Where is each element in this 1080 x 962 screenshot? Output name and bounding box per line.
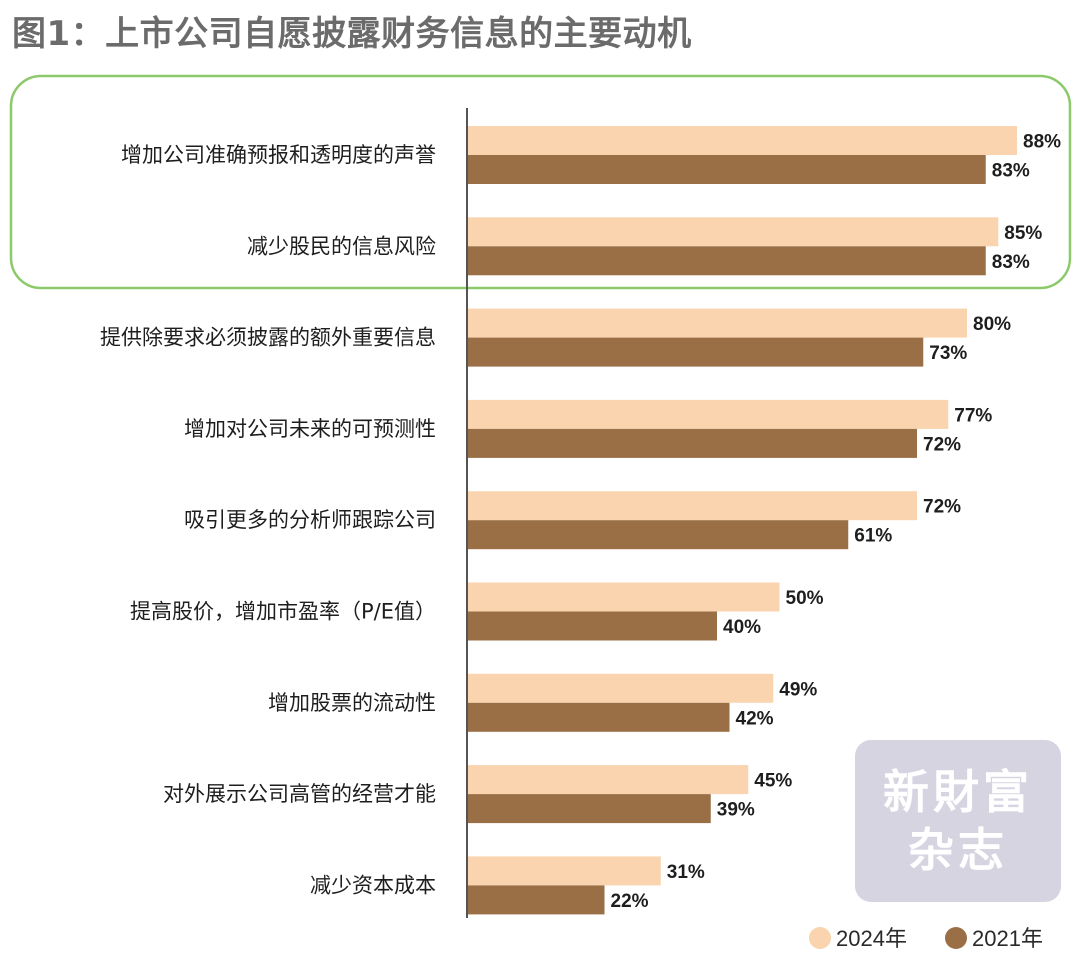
bar-2021-2 <box>467 337 924 367</box>
bar-2021-8 <box>467 885 605 915</box>
value-label-2021-6: 42% <box>736 708 774 729</box>
bar-2021-6 <box>467 702 730 732</box>
bar-2024-2 <box>467 308 967 338</box>
value-label-2024-5: 50% <box>786 588 824 609</box>
watermark-line1: 新財富 <box>883 765 1033 819</box>
category-label-2: 提供除要求必须披露的额外重要信息 <box>100 326 436 350</box>
bar-2024-3 <box>467 399 949 429</box>
value-label-2024-3: 77% <box>954 405 992 426</box>
bar-2024-4 <box>467 491 917 521</box>
value-label-2024-6: 49% <box>779 679 817 700</box>
category-label-6: 增加股票的流动性 <box>268 691 436 715</box>
bar-2024-6 <box>467 673 774 703</box>
value-label-2021-1: 83% <box>992 252 1030 273</box>
category-label-1: 减少股民的信息风险 <box>247 234 436 258</box>
legend-label-2024: 2024年 <box>836 926 907 951</box>
bar-2024-0 <box>467 126 1017 155</box>
value-label-2021-2: 73% <box>929 343 967 364</box>
value-label-2021-5: 40% <box>723 617 761 638</box>
value-label-2024-7: 45% <box>754 771 792 792</box>
value-label-2021-8: 22% <box>611 891 649 912</box>
legend-marker-2021 <box>945 927 967 949</box>
category-label-5: 提高股价，增加市盈率（P/E值） <box>130 600 436 624</box>
category-label-3: 增加对公司未来的可预测性 <box>184 417 436 441</box>
legend-marker-2024 <box>809 927 831 949</box>
bar-2024-1 <box>467 217 999 247</box>
category-label-8: 减少资本成本 <box>310 873 436 897</box>
category-label-0: 增加公司准确预报和透明度的声誉 <box>121 143 436 167</box>
value-label-2024-2: 80% <box>973 314 1011 335</box>
value-label-2024-1: 85% <box>1004 223 1042 244</box>
chart-title: 图1：上市公司自愿披露财务信息的主要动机 <box>12 14 692 54</box>
bar-2024-8 <box>467 856 661 886</box>
bar-2021-5 <box>467 611 717 641</box>
legend: 2024年 2021年 <box>809 926 1043 951</box>
label-group: 88% 83% 增加公司准确预报和透明度的声誉 85% 83% 减少股民的信息风险 80% 7… <box>100 132 1061 912</box>
bar-2024-7 <box>467 765 749 795</box>
category-label-7: 对外展示公司高管的经营才能 <box>163 782 436 806</box>
category-label-4: 吸引更多的分析师跟踪公司 <box>184 508 436 532</box>
bar-group <box>467 126 1017 915</box>
watermark-line2: 杂志 <box>908 823 1008 877</box>
highlight-box <box>9 74 1072 290</box>
value-label-2024-4: 72% <box>923 497 961 518</box>
value-label-2024-8: 31% <box>667 862 705 883</box>
value-label-2021-7: 39% <box>717 800 755 821</box>
value-label-2021-3: 72% <box>923 434 961 455</box>
value-label-2024-0: 88% <box>1023 132 1061 153</box>
legend-label-2021: 2021年 <box>972 926 1043 951</box>
value-label-2021-4: 61% <box>854 526 892 547</box>
bar-2021-4 <box>467 520 849 550</box>
bar-2021-0 <box>467 155 986 184</box>
watermark-logo: 新財富 杂志 <box>855 740 1061 902</box>
bar-2021-3 <box>467 428 917 458</box>
bar-2021-1 <box>467 246 986 276</box>
value-label-2021-0: 83% <box>992 161 1030 182</box>
bar-2024-5 <box>467 582 780 612</box>
bar-2021-7 <box>467 794 711 824</box>
